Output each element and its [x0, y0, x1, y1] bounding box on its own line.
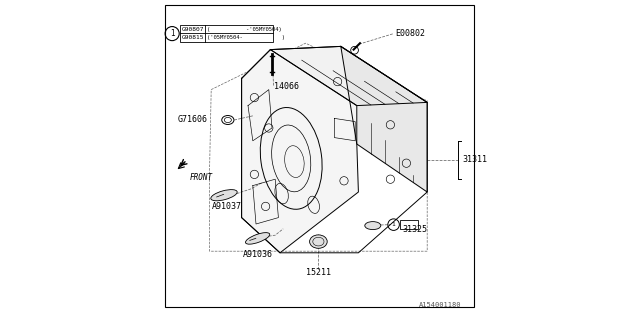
Text: FRONT: FRONT — [189, 173, 213, 182]
Text: A91037: A91037 — [212, 202, 242, 211]
Polygon shape — [340, 46, 428, 192]
Bar — [400, 220, 418, 229]
Text: 15211: 15211 — [306, 268, 331, 277]
Polygon shape — [242, 50, 358, 253]
Text: A154001180: A154001180 — [419, 302, 461, 308]
Text: ('05MY0504-            ): ('05MY0504- ) — [207, 35, 285, 40]
Ellipse shape — [310, 235, 327, 248]
Text: G90815: G90815 — [181, 35, 204, 40]
Ellipse shape — [246, 233, 269, 244]
Text: 31325: 31325 — [403, 225, 428, 234]
Polygon shape — [270, 46, 428, 106]
Text: G90807: G90807 — [181, 27, 204, 32]
Bar — [180, 25, 273, 42]
Text: (           -'05MY0504): ( -'05MY0504) — [207, 27, 282, 32]
Text: 1: 1 — [170, 29, 175, 38]
Text: A91036: A91036 — [243, 250, 273, 259]
Text: 14066: 14066 — [274, 82, 299, 91]
Text: 1: 1 — [392, 222, 396, 227]
Ellipse shape — [211, 190, 237, 201]
Text: G71606: G71606 — [178, 116, 208, 124]
Text: 31311: 31311 — [462, 156, 488, 164]
Text: E00802: E00802 — [396, 29, 425, 38]
Ellipse shape — [365, 221, 381, 230]
